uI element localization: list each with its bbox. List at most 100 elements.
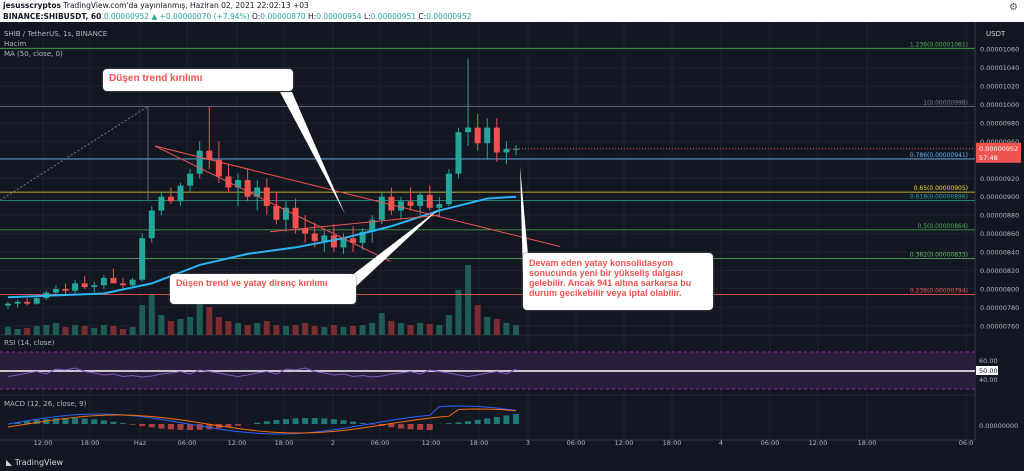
candle-body [311,233,318,241]
macd-histogram-bar [167,424,174,430]
tradingview-logo[interactable]: ◣ TradingView [6,458,63,467]
macd-histogram-bar [397,424,404,429]
trend-line [269,214,441,233]
volume-bar [120,329,127,335]
volume-bar [129,327,136,335]
x-tick-label: 06:0 [959,439,974,447]
volume-bar [139,305,146,335]
volume-bar [91,328,98,335]
volume-bar [110,326,117,335]
volume-bar [445,315,452,335]
candle-body [378,196,385,220]
x-tick-label: 12:00 [809,439,828,447]
price-change: ▲ +0.00000070 (+7.94%) [151,12,250,21]
volume-bar [359,325,366,335]
candle-body [436,204,443,208]
macd-histogram-bar [177,424,184,430]
macd-histogram-bar [417,424,424,430]
macd-histogram-bar [292,418,299,424]
candle-body [417,194,424,206]
last-price-tag [976,142,1021,163]
volume-bar [388,321,395,335]
macd-histogram-bar [388,424,395,428]
y-tick-label: 0.00000800 [980,285,1019,293]
publish-header: jesusscryptos TradingView.com'da yayınla… [0,0,1024,22]
callout-pointer [330,208,440,292]
macd-histogram-bar [474,419,481,424]
macd-histogram-bar [513,414,519,424]
candle-body [407,201,414,206]
candle-body [350,238,357,243]
macd-histogram-bar [110,421,117,424]
x-tick-label: 06:00 [761,439,780,447]
volume-label: Hacim [4,40,27,48]
trend-line [154,145,561,247]
candle-body [24,301,31,304]
author-name[interactable]: jesusscryptos [3,1,61,10]
x-tick-label: 06:00 [371,439,390,447]
fib-label: 1.236(0.00001061) [910,41,968,48]
candle-body [273,205,280,220]
candle-body [455,132,462,174]
macd-histogram-bar [206,424,213,430]
fib-label: 0.236(0.00000794) [910,287,968,294]
volume-bar [397,323,404,335]
candle-body [14,301,21,304]
volume-bar [167,321,174,335]
candle-body [62,288,69,291]
candle-body [474,127,481,144]
candle-body [263,187,270,206]
macd-histogram-bar [100,420,107,424]
macd-histogram-bar [282,419,289,424]
signal-line [7,408,517,434]
macd-histogram-bar [62,418,69,424]
price-chart[interactable]: 0.00001060 0.00001040 0.00001020 0.00001000… [0,22,1024,457]
annotation-trend-break[interactable]: Düşen trend kırılımı [103,69,293,91]
x-tick-label: 18:00 [858,439,877,447]
candle-body [302,228,309,234]
volume-bar [465,265,472,335]
x-tick-label: 12:00 [34,439,53,447]
fib-label: 0.618(0.00000896) [910,193,968,200]
x-tick-label: 3 [526,439,530,447]
x-tick-label: 18:00 [81,439,100,447]
macd-line [7,405,517,435]
y-tick-label: 0.00000840 [980,249,1019,257]
macd-histogram-bar [139,424,146,427]
macd-histogram-bar [503,415,510,424]
volume-bar [513,325,519,335]
fib-label: 0.382(0.00000833) [910,251,968,258]
low-value: 0.00000951 [370,12,416,21]
candle-body [465,127,472,133]
fib-label: 0.5(0.00000864) [918,223,969,230]
macd-histogram-bar [14,422,21,424]
x-tick-label: Haz [134,439,147,447]
candle-body [359,231,366,243]
high-label: H: [308,12,317,21]
y-tick-label: 0.00001060 [980,46,1019,54]
volume-bar [62,327,69,335]
candle-body [148,210,155,239]
volume-bar [254,323,261,335]
footer-bar [0,455,1024,471]
y-tick-label: 0.00000860 [980,230,1019,238]
candle-body [72,283,79,291]
high-value: 0.00000954 [316,12,362,21]
macd-histogram-bar [407,424,414,430]
volume-bar [72,325,79,335]
candle-body [129,279,136,286]
x-tick-label: 4 [719,439,723,447]
settings-gear-icon[interactable]: ⚙ [1009,2,1018,13]
volume-bar [503,323,510,335]
macd-histogram-bar [455,422,462,424]
macd-histogram-bar [120,423,127,424]
candle-body [292,207,299,229]
open-value: 0.00000870 [260,12,306,21]
candle-body [139,238,146,280]
candle-body [215,159,222,177]
volume-bar [225,321,232,335]
volume-bar [292,325,299,335]
macd-histogram-bar [273,420,280,424]
annotation-resistance-break[interactable]: Düşen trend ve yatay direnç kırılımı [170,274,356,304]
annotation-consolidation[interactable]: Devam eden yatay konsolidasyon sonucunda… [523,253,713,310]
